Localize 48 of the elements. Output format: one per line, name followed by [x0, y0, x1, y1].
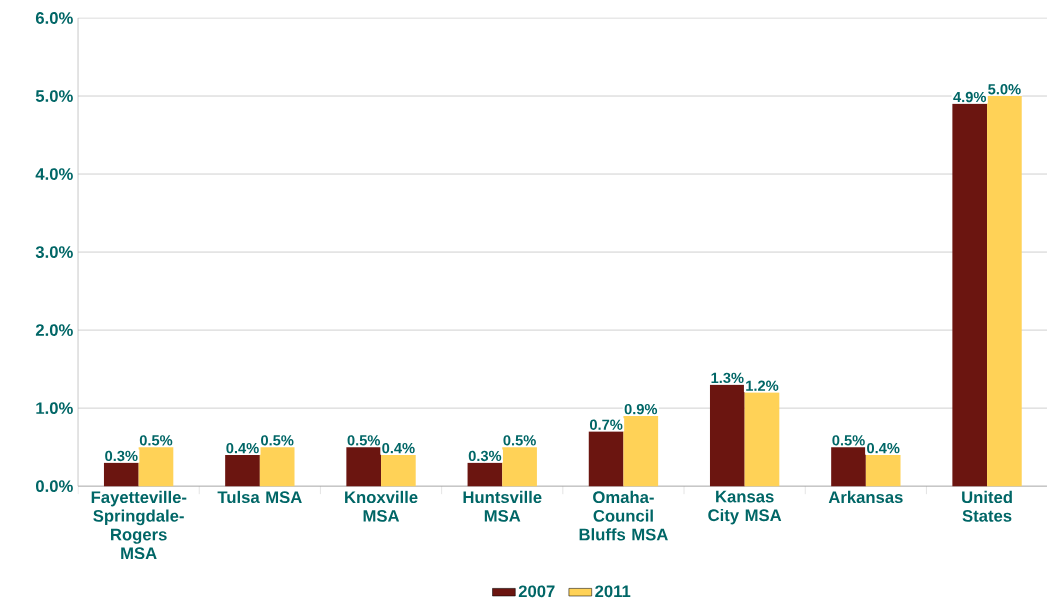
bar: [987, 95, 1022, 487]
data-label: 0.7%: [589, 419, 623, 430]
x-tick-label: Tulsa MSA: [217, 490, 302, 504]
bar: [381, 454, 416, 487]
bar: [346, 447, 382, 487]
x-tick-label: Arkansas: [828, 490, 903, 504]
y-tick-label: 6.0%: [35, 12, 73, 24]
data-label: 1.3%: [711, 372, 744, 384]
data-label: 0.4%: [867, 442, 900, 454]
x-tick-label: Huntsville MSA: [463, 490, 542, 522]
y-tick-label: 0.0%: [35, 480, 73, 492]
data-label: 4.9%: [953, 91, 987, 103]
data-label: 0.4%: [226, 442, 259, 454]
bar: [831, 447, 866, 487]
bar: [502, 447, 537, 487]
x-tick-label: Omaha-Council Bluffs MSA: [579, 490, 668, 541]
data-label: 0.5%: [347, 435, 381, 446]
bar: [467, 462, 503, 487]
legend-label: 2007: [518, 585, 555, 598]
y-tick-label: 1.0%: [36, 402, 73, 414]
y-tick-label: 4.0%: [35, 168, 73, 180]
y-tick-label: 2.0%: [35, 324, 73, 336]
data-label: 0.5%: [503, 435, 536, 446]
data-label: 5.0%: [988, 83, 1021, 95]
legend-label: 2011: [595, 585, 631, 598]
data-label: 0.3%: [105, 450, 138, 462]
x-tick-label: United States: [962, 490, 1012, 522]
y-tick-label: 5.0%: [35, 90, 73, 102]
bar: [623, 415, 659, 487]
data-label: 0.3%: [468, 450, 502, 462]
data-label: 0.5%: [261, 435, 294, 446]
data-label: 0.9%: [624, 403, 658, 415]
x-tick-label: Fayetteville-Springdale-Rogers MSA: [91, 490, 187, 560]
data-label: 0.5%: [139, 435, 173, 446]
y-tick-label: 3.0%: [35, 246, 73, 258]
x-tick-label: Knoxville MSA: [345, 490, 418, 522]
bar: [588, 431, 624, 487]
bar: [744, 392, 780, 487]
bar: [865, 454, 901, 487]
bar: [138, 447, 174, 487]
bar: [225, 454, 260, 487]
bar: [103, 462, 139, 487]
x-tick-label: Kansas City MSA: [708, 490, 782, 525]
data-label: 0.5%: [832, 435, 865, 446]
data-label: 0.4%: [382, 442, 415, 454]
bar: [259, 447, 295, 487]
bar: [709, 384, 745, 487]
data-label: 1.2%: [746, 380, 779, 391]
